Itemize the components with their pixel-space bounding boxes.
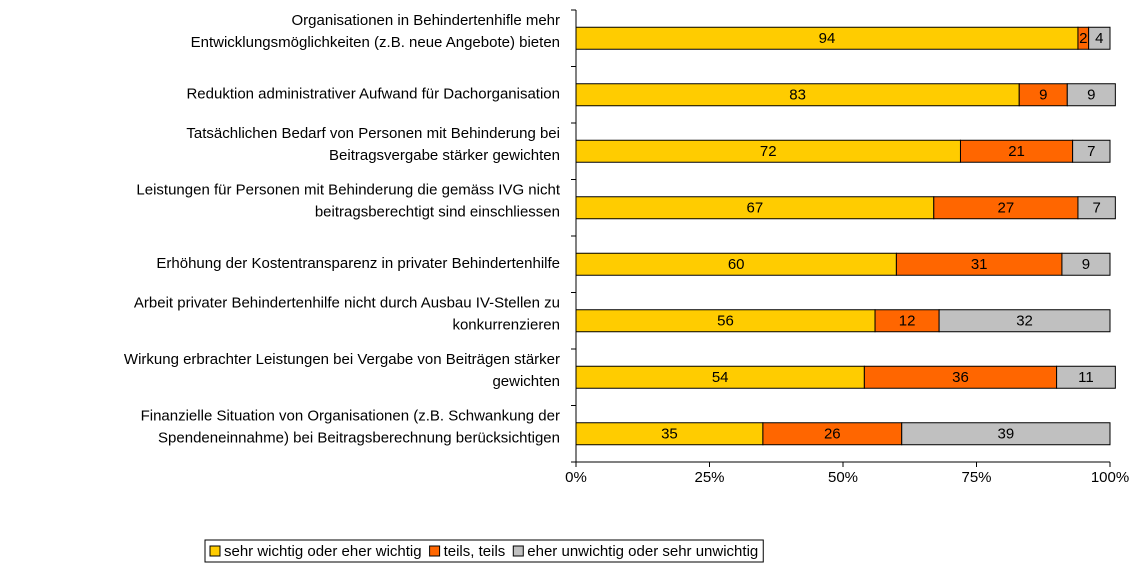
x-tick-label: 75% xyxy=(961,469,991,486)
x-tick-label: 25% xyxy=(694,469,724,486)
category-label: beitragsberechtigt sind einschliessen xyxy=(315,204,560,221)
category-label: Spendeneinnahme) bei Beitragsberechnung … xyxy=(158,430,560,447)
value-label: 56 xyxy=(717,313,734,330)
value-label: 39 xyxy=(998,426,1015,443)
category-label: Beitragsvergabe stärker gewichten xyxy=(329,147,560,164)
legend: sehr wichtig oder eher wichtig teils, tei… xyxy=(204,539,764,563)
x-tick-label: 50% xyxy=(828,469,858,486)
category-label: Wirkung erbrachter Leistungen bei Vergab… xyxy=(124,351,560,368)
value-label: 2 xyxy=(1079,30,1087,47)
value-label: 11 xyxy=(1078,369,1094,386)
value-label: 35 xyxy=(661,426,678,443)
value-label: 60 xyxy=(728,256,745,273)
category-label: Erhöhung der Kostentransparenz in privat… xyxy=(156,255,560,272)
value-label: 67 xyxy=(747,200,764,217)
category-label: Tatsächlichen Bedarf von Personen mit Be… xyxy=(186,125,560,142)
category-label: Arbeit privater Behindertenhilfe nicht d… xyxy=(134,295,560,312)
value-label: 9 xyxy=(1082,256,1090,273)
category-label: Reduktion administrativer Aufwand für Da… xyxy=(186,86,560,103)
bar-segment xyxy=(1077,196,1116,220)
value-label: 4 xyxy=(1095,30,1103,47)
value-label: 36 xyxy=(952,369,969,386)
x-tick-label: 100% xyxy=(1091,469,1129,486)
category-label: Finanzielle Situation von Organisationen… xyxy=(141,408,560,425)
value-label: 83 xyxy=(789,87,806,104)
bar-segment xyxy=(901,422,1111,446)
value-label: 26 xyxy=(824,426,841,443)
value-label: 9 xyxy=(1039,87,1047,104)
legend-label: sehr wichtig oder eher wichtig xyxy=(224,543,422,560)
bar-segment xyxy=(1061,252,1111,276)
legend-box xyxy=(204,539,764,563)
category-label: gewichten xyxy=(492,373,560,390)
bar-segment xyxy=(1072,139,1111,163)
bar-segment xyxy=(1088,26,1111,50)
category-label: Leistungen für Personen mit Behinderung … xyxy=(136,182,560,199)
value-label: 21 xyxy=(1008,143,1025,160)
legend-swatch xyxy=(209,545,221,557)
bar-segment xyxy=(1066,83,1116,107)
legend-label: eher unwichtig oder sehr unwichtig xyxy=(527,543,758,560)
category-label: Organisationen in Behindertenhifle mehr xyxy=(292,12,561,29)
value-label: 94 xyxy=(819,30,836,47)
legend-label: teils, teils xyxy=(444,543,506,560)
value-label: 32 xyxy=(1016,313,1033,330)
x-tick-label: 0% xyxy=(565,469,587,486)
category-label: konkurrenzieren xyxy=(452,317,560,334)
legend-swatch xyxy=(512,545,524,557)
value-label: 54 xyxy=(712,369,729,386)
value-label: 31 xyxy=(971,256,988,273)
legend-swatch xyxy=(429,545,441,557)
value-label: 9 xyxy=(1087,87,1095,104)
value-label: 27 xyxy=(998,200,1015,217)
category-label: Entwicklungsmöglichkeiten (z.B. neue Ang… xyxy=(191,34,560,51)
value-label: 72 xyxy=(760,143,777,160)
value-label: 7 xyxy=(1092,200,1100,217)
value-label: 12 xyxy=(899,313,916,330)
bar-segment xyxy=(1056,365,1116,389)
bar-segment xyxy=(938,309,1111,333)
value-label: 7 xyxy=(1087,143,1095,160)
